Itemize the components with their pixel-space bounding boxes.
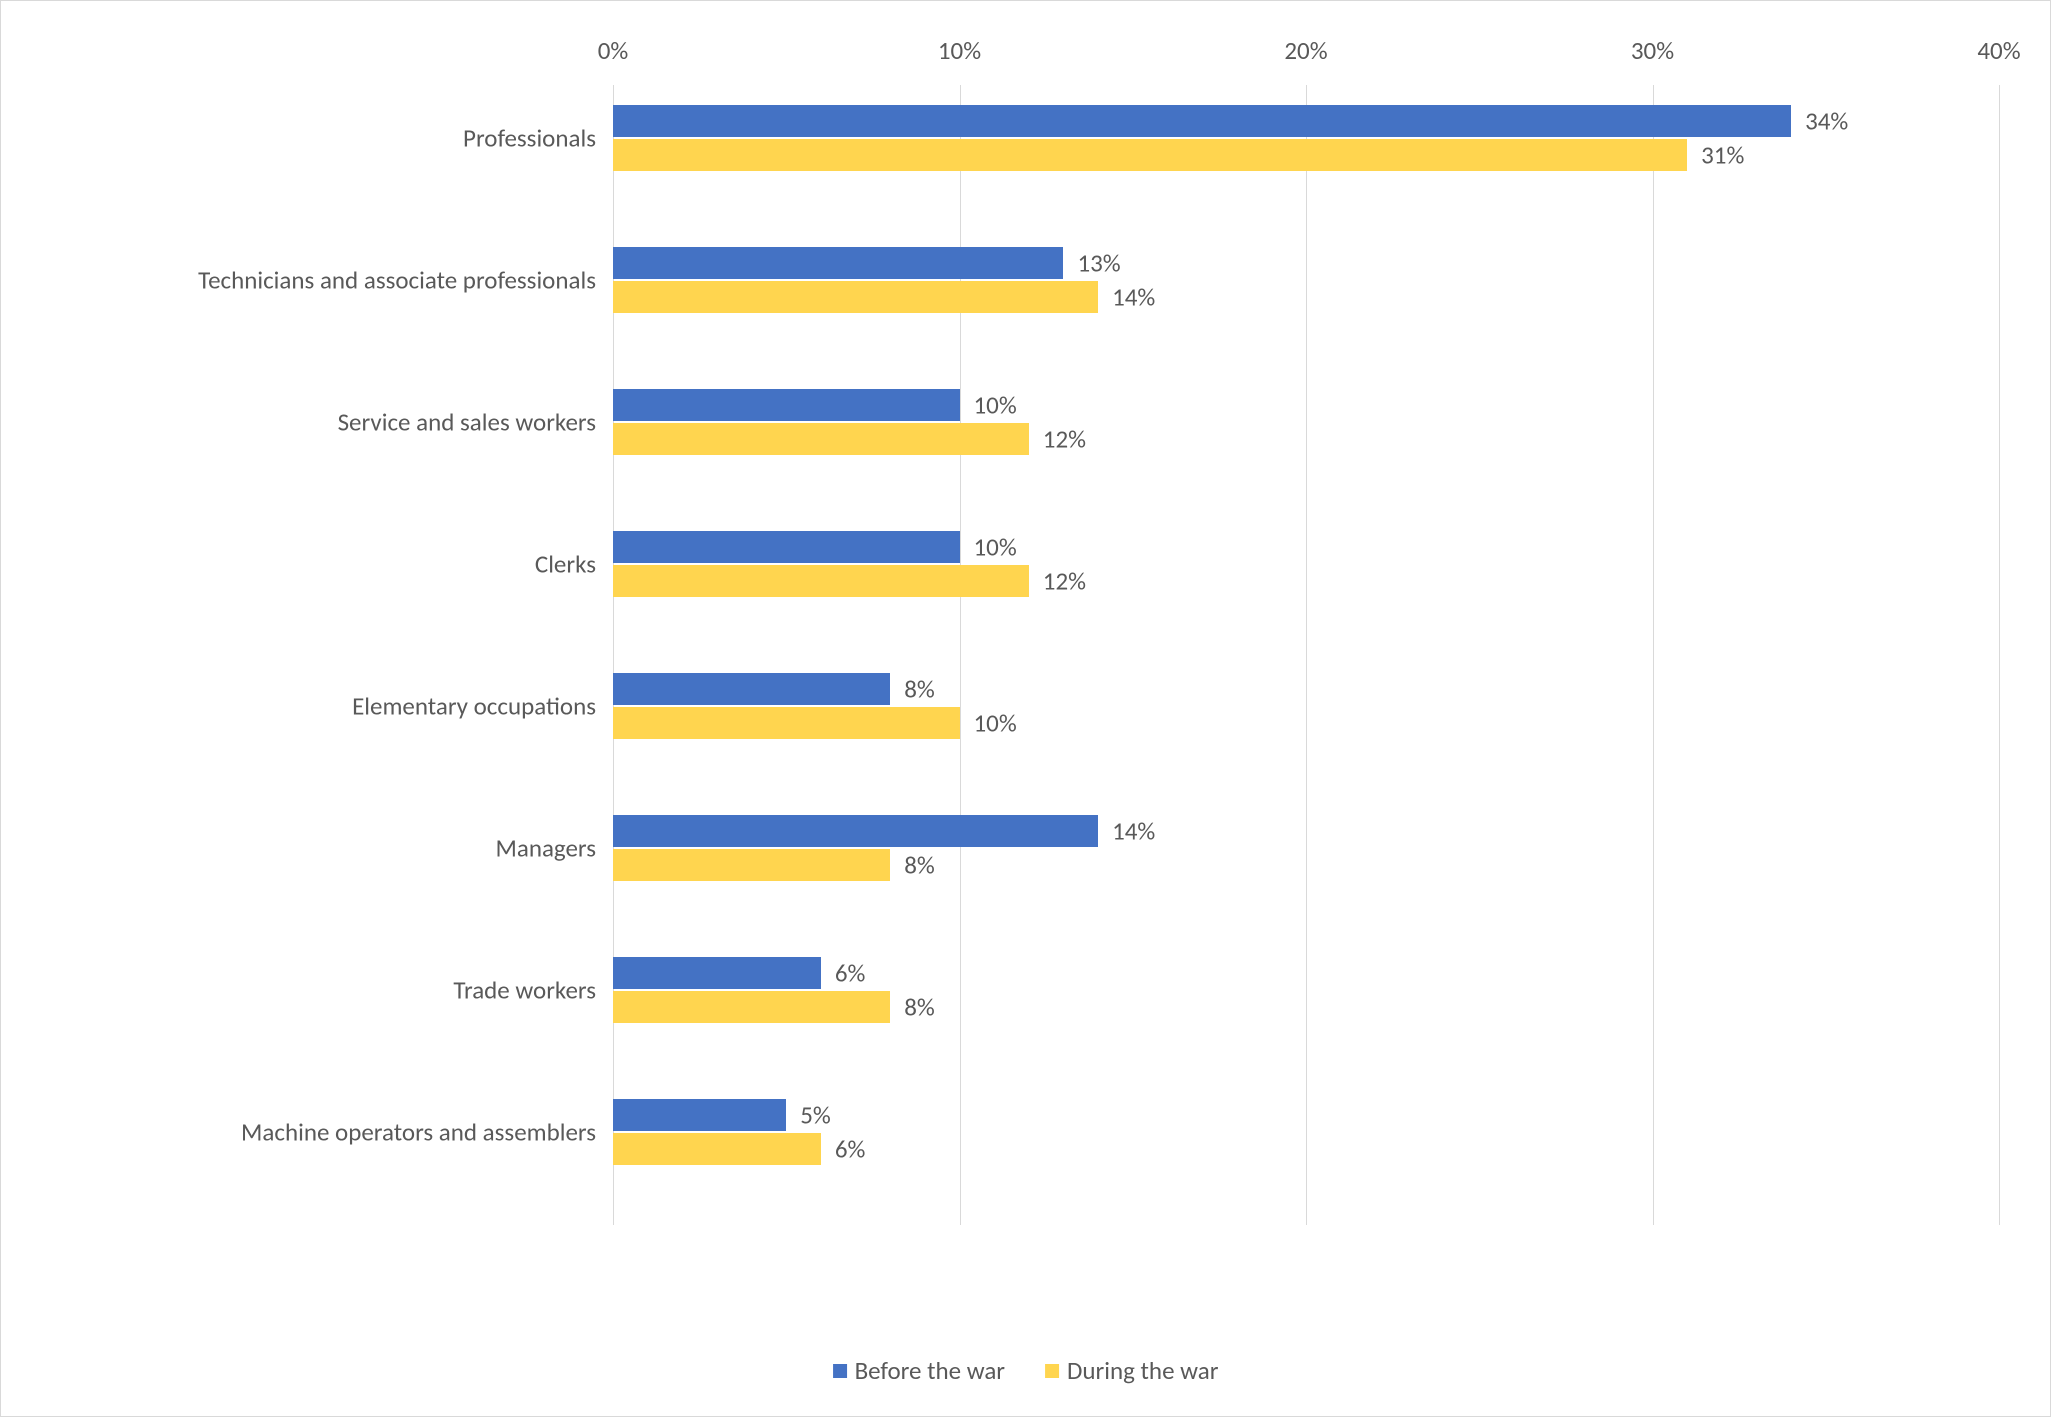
category-label: Machine operators and assemblers — [16, 1117, 596, 1148]
bar — [613, 281, 1098, 313]
x-axis-tick-label: 40% — [1977, 35, 2020, 66]
x-axis-tick-label: 30% — [1631, 35, 1674, 66]
bar-value-label: 6% — [835, 1134, 866, 1165]
bar-value-label: 13% — [1077, 248, 1120, 279]
bar — [613, 105, 1791, 137]
bar — [613, 565, 1029, 597]
bar-value-label: 12% — [1043, 566, 1086, 597]
gridline — [1653, 85, 1654, 1225]
bar — [613, 849, 890, 881]
bar — [613, 139, 1687, 171]
bar — [613, 423, 1029, 455]
bar-value-label: 8% — [904, 850, 935, 881]
category-label: Professionals — [16, 123, 596, 154]
bar-value-label: 14% — [1112, 816, 1155, 847]
bar — [613, 707, 960, 739]
bar-value-label: 34% — [1805, 106, 1848, 137]
gridline — [1306, 85, 1307, 1225]
bar — [613, 1099, 786, 1131]
bar — [613, 815, 1098, 847]
gridline — [1999, 85, 2000, 1225]
bar — [613, 247, 1063, 279]
category-label: Technicians and associate professionals — [16, 265, 596, 296]
bar-value-label: 5% — [800, 1100, 831, 1131]
x-axis-tick-label: 20% — [1284, 35, 1327, 66]
category-label: Elementary occupations — [16, 691, 596, 722]
category-label: Trade workers — [16, 975, 596, 1006]
category-label: Managers — [16, 833, 596, 864]
bar — [613, 1133, 821, 1165]
bar — [613, 673, 890, 705]
bar-value-label: 31% — [1701, 140, 1744, 171]
bar-value-label: 10% — [974, 708, 1017, 739]
legend-item-during: During the war — [1045, 1355, 1218, 1386]
bar-value-label: 6% — [835, 958, 866, 989]
category-label: Clerks — [16, 549, 596, 580]
bar-value-label: 14% — [1112, 282, 1155, 313]
bar-value-label: 8% — [904, 674, 935, 705]
bar — [613, 389, 960, 421]
legend-label-before: Before the war — [855, 1355, 1005, 1386]
bar — [613, 957, 821, 989]
chart-container: 34%31%13%14%10%12%10%12%8%10%14%8%6%8%5%… — [0, 0, 2051, 1417]
plot-area: 34%31%13%14%10%12%10%12%8%10%14%8%6%8%5%… — [613, 85, 1999, 1225]
bar-value-label: 10% — [974, 390, 1017, 421]
bar-value-label: 10% — [974, 532, 1017, 563]
category-label: Service and sales workers — [16, 407, 596, 438]
legend-item-before: Before the war — [833, 1355, 1005, 1386]
legend-swatch-during — [1045, 1364, 1059, 1378]
legend-label-during: During the war — [1067, 1355, 1218, 1386]
bar-value-label: 8% — [904, 992, 935, 1023]
legend: Before the war During the war — [833, 1355, 1219, 1386]
legend-swatch-before — [833, 1364, 847, 1378]
x-axis-tick-label: 0% — [598, 35, 629, 66]
x-axis-tick-label: 10% — [938, 35, 981, 66]
bar-value-label: 12% — [1043, 424, 1086, 455]
bar — [613, 531, 960, 563]
bar — [613, 991, 890, 1023]
